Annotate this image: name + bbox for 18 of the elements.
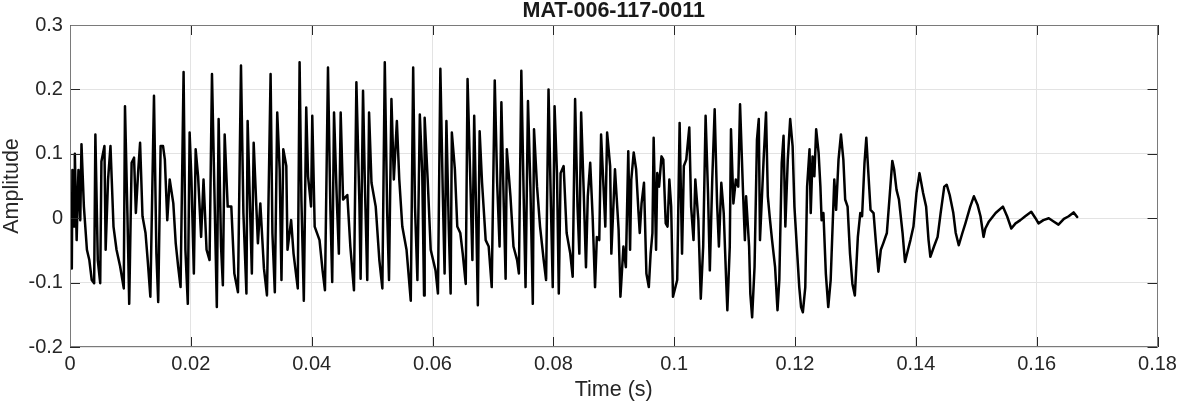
x-tick-label: 0.12 xyxy=(775,351,815,374)
x-tick-label: 0.1 xyxy=(660,351,689,374)
y-tick-label: -0.2 xyxy=(28,334,63,357)
y-tick-label: 0 xyxy=(51,205,63,228)
x-axis-title: Time (s) xyxy=(574,377,653,402)
y-axis-title: Amplitude xyxy=(0,138,23,234)
x-tick-label: 0.16 xyxy=(1017,351,1057,374)
x-tick-label: 0.04 xyxy=(292,351,332,374)
x-tick-label: 0.14 xyxy=(896,351,936,374)
y-tick-label: 0.3 xyxy=(35,12,63,35)
x-tick-label: 0.06 xyxy=(413,351,452,374)
chart-title: MAT-006-117-0011 xyxy=(522,0,706,22)
x-tick-label: 0.02 xyxy=(171,351,211,374)
x-tick-label: 0.18 xyxy=(1138,351,1178,374)
y-tick-label: 0.2 xyxy=(35,76,63,99)
x-tick-label: 0.08 xyxy=(533,351,573,374)
y-tick-label: -0.1 xyxy=(28,270,63,293)
y-tick-label: 0.1 xyxy=(35,141,63,164)
